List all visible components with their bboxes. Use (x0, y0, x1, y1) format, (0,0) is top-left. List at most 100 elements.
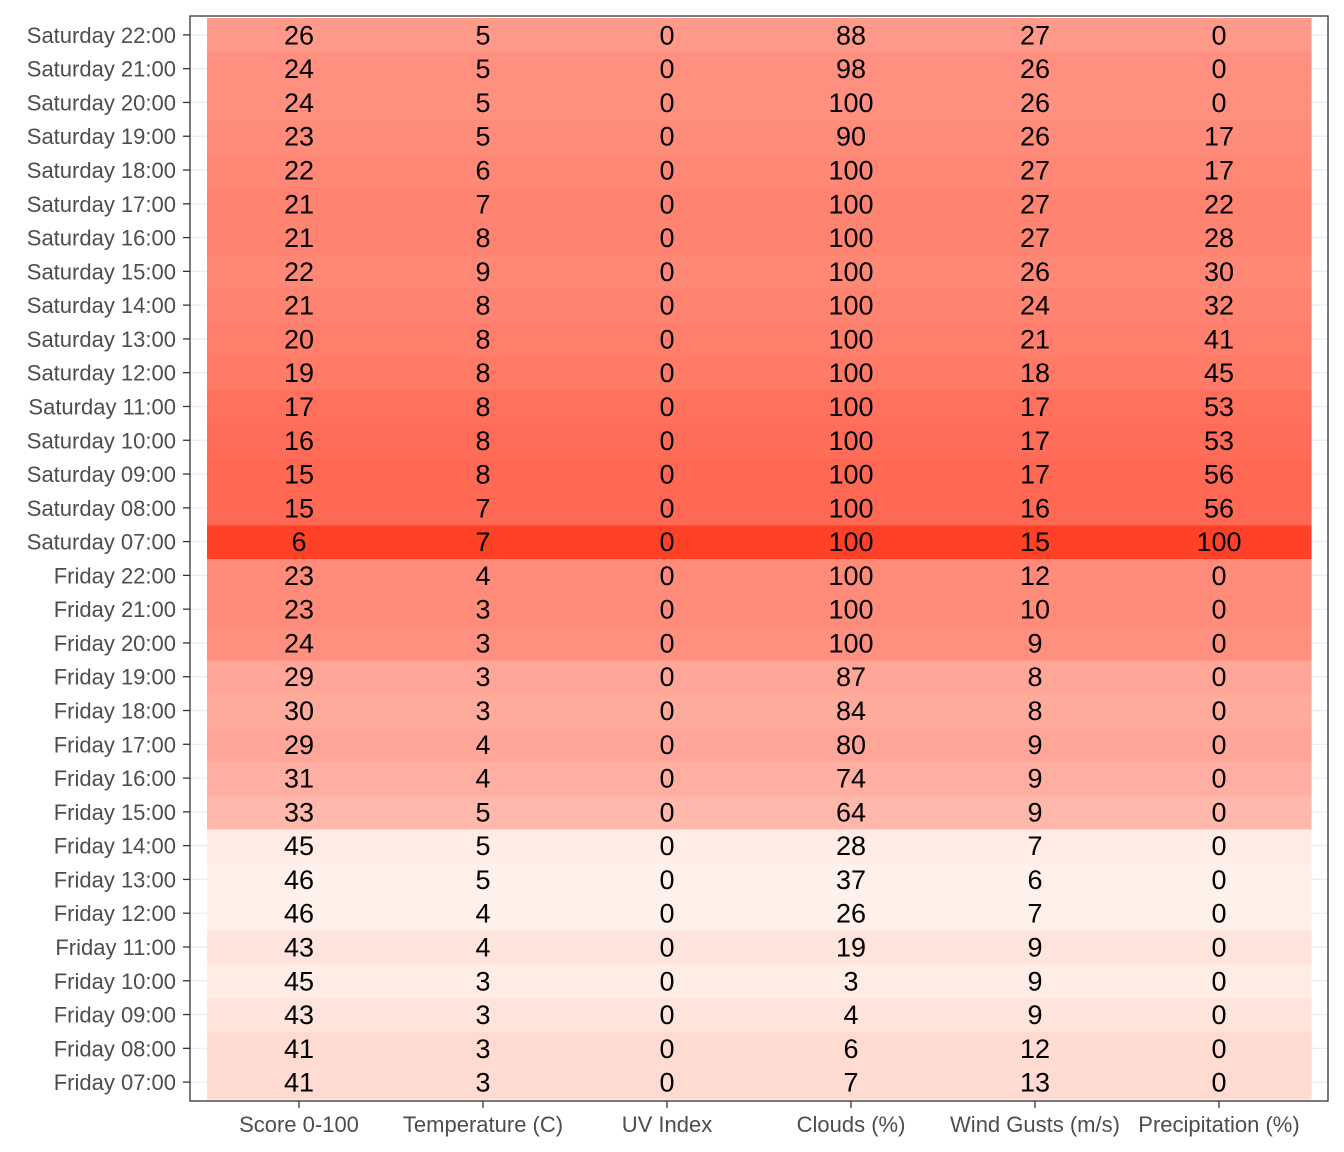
heatmap-cell (207, 862, 392, 897)
cell-value-label: 8 (1027, 696, 1042, 726)
heatmap-cell (391, 1031, 576, 1066)
y-tick-label: Friday 18:00 (54, 699, 176, 724)
cell-value-label: 0 (659, 122, 674, 152)
x-tick-label: Temperature (C) (403, 1112, 563, 1137)
heatmap-cell (575, 862, 760, 897)
cell-value-label: 21 (284, 291, 314, 321)
heatmap-cell (575, 761, 760, 796)
cell-value-label: 22 (1204, 189, 1234, 219)
heatmap-cell (759, 794, 944, 830)
cell-value-label: 6 (1027, 865, 1042, 895)
cell-value-label: 43 (284, 932, 314, 962)
heatmap-cell (207, 659, 392, 695)
heatmap-cell (207, 254, 392, 289)
heatmap-cell (207, 85, 392, 120)
cell-value-label: 9 (475, 257, 490, 287)
cell-value-label: 26 (836, 899, 866, 929)
cell-value-label: 0 (659, 1000, 674, 1030)
heatmap-cell (391, 727, 576, 762)
heatmap-cell (943, 153, 1128, 188)
cell-value-label: 0 (659, 797, 674, 827)
heatmap-cell (1127, 254, 1312, 289)
cell-value-label: 7 (843, 1068, 858, 1098)
heatmap-cell (391, 85, 576, 120)
x-tick-label: Clouds (%) (797, 1112, 906, 1137)
heatmap-cell (391, 524, 576, 560)
cell-value-label: 64 (836, 797, 866, 827)
heatmap-cell (759, 1065, 944, 1100)
cell-value-label: 23 (284, 595, 314, 625)
heatmap-cell (1127, 490, 1312, 526)
cell-value-label: 17 (1020, 460, 1050, 490)
cell-value-label: 19 (284, 358, 314, 388)
cell-value-label: 8 (475, 460, 490, 490)
heatmap-cell (1127, 727, 1312, 762)
cell-value-label: 26 (1020, 257, 1050, 287)
heatmap-cell (759, 761, 944, 796)
heatmap-cell (391, 659, 576, 695)
y-tick-label: Saturday 17:00 (27, 192, 176, 217)
heatmap-cell (1127, 1065, 1312, 1100)
cell-value-label: 4 (475, 899, 490, 929)
cell-value-label: 9 (1027, 764, 1042, 794)
heatmap-cell (943, 220, 1128, 256)
cell-value-label: 0 (659, 20, 674, 50)
cell-value-label: 0 (659, 764, 674, 794)
heatmap-cell (391, 423, 576, 458)
y-tick-label: Saturday 12:00 (27, 361, 176, 386)
cell-value-label: 26 (1020, 122, 1050, 152)
cell-value-label: 3 (475, 628, 490, 658)
y-tick-label: Saturday 10:00 (27, 428, 176, 453)
cell-value-label: 0 (659, 54, 674, 84)
cell-value-label: 0 (659, 392, 674, 422)
x-tick-label: Wind Gusts (m/s) (950, 1112, 1120, 1137)
y-tick-label: Friday 14:00 (54, 834, 176, 859)
cell-value-label: 6 (475, 156, 490, 186)
cell-value-label: 17 (284, 392, 314, 422)
heatmap-cell (207, 761, 392, 796)
heatmap-cell (1127, 389, 1312, 424)
cell-value-label: 8 (475, 291, 490, 321)
heatmap-cell (391, 220, 576, 256)
heatmap-cell (1127, 558, 1312, 593)
heatmap-cell (207, 51, 392, 87)
heatmap-cell (1127, 693, 1312, 729)
heatmap-cell (207, 626, 392, 661)
cell-value-label: 16 (1020, 493, 1050, 523)
y-tick-label: Saturday 19:00 (27, 124, 176, 149)
heatmap-cell (759, 423, 944, 458)
heatmap-cell (391, 862, 576, 897)
cell-value-label: 8 (475, 426, 490, 456)
heatmap-cell (943, 592, 1128, 627)
cell-value-label: 6 (291, 527, 306, 557)
cell-value-label: 5 (475, 88, 490, 118)
heatmap-cell (391, 322, 576, 357)
heatmap-cell (207, 389, 392, 424)
cell-value-label: 21 (284, 223, 314, 253)
heatmap-cell (759, 490, 944, 526)
heatmap-cell (207, 930, 392, 965)
cell-value-label: 21 (1020, 324, 1050, 354)
cell-value-label: 9 (1027, 1000, 1042, 1030)
cell-value-label: 90 (836, 122, 866, 152)
heatmap-cell (391, 693, 576, 729)
cell-value-label: 4 (475, 764, 490, 794)
y-tick-label: Saturday 15:00 (27, 259, 176, 284)
cell-value-label: 15 (284, 460, 314, 490)
heatmap-cell (759, 862, 944, 897)
y-tick-label: Saturday 14:00 (27, 293, 176, 318)
heatmap-cell (759, 355, 944, 391)
heatmap-cell (575, 930, 760, 965)
cell-value-label: 23 (284, 122, 314, 152)
cell-value-label: 100 (828, 156, 873, 186)
heatmap-cell (759, 51, 944, 87)
cell-value-label: 0 (1211, 797, 1226, 827)
cell-value-label: 6 (843, 1034, 858, 1064)
heatmap-cell (759, 626, 944, 661)
heatmap-cell (207, 18, 392, 53)
heatmap-cell (943, 524, 1128, 560)
heatmap-cell (759, 186, 944, 222)
heatmap-cell (1127, 51, 1312, 87)
cell-value-label: 12 (1020, 1034, 1050, 1064)
